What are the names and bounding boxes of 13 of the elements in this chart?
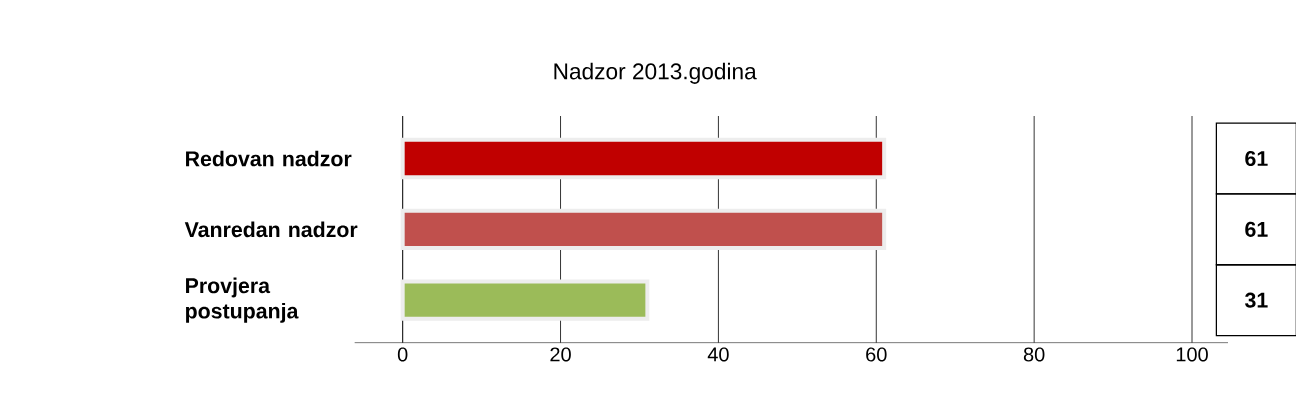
chart-title: Nadzor 2013.godina — [554, 62, 757, 84]
x-tick-label: 0 — [397, 347, 408, 362]
y-tick-label: Provjera postupanja — [186, 277, 299, 323]
data-label: 61 — [1245, 150, 1268, 167]
y-tick-label: Redovan nadzor — [186, 150, 352, 167]
data-label: 31 — [1244, 292, 1268, 308]
data-label: 61 — [1245, 221, 1268, 237]
x-tick-label: 60 — [866, 347, 887, 362]
x-tick-label: 40 — [707, 347, 729, 362]
x-tick-label: 20 — [550, 347, 571, 362]
x-tick-label: 80 — [1023, 347, 1045, 362]
y-tick-label: Vanredan nadzor — [184, 221, 358, 238]
x-tick-label: 100 — [1176, 347, 1208, 362]
